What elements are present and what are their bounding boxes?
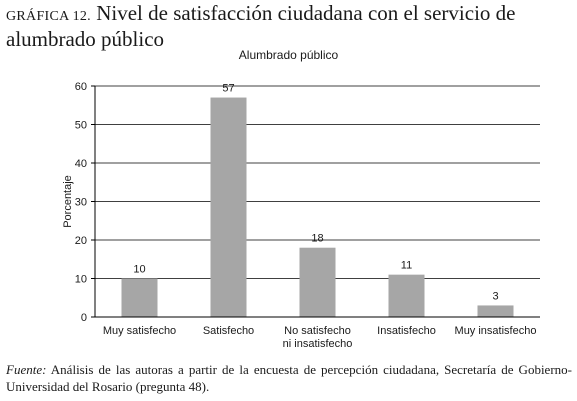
bar (211, 98, 247, 317)
y-tick-label: 50 (75, 120, 87, 132)
bar-chart: 0 10 20 30 40 50 60 Porcentaje 10 Muy satisfecho 5… (0, 0, 577, 360)
x-tick-label: Satisfecho (203, 325, 254, 337)
y-tick-label: 30 (75, 197, 87, 209)
x-tick-label: Insatisfecho (377, 325, 436, 337)
source-note: Fuente: Análisis de las autoras a partir… (6, 361, 572, 395)
bar (300, 248, 336, 317)
data-label: 57 (222, 83, 234, 95)
x-tick-label: Muy satisfecho (103, 325, 176, 337)
y-tick-label: 0 (81, 312, 87, 324)
x-tick-label: No satisfecho ni insatisfecho (283, 325, 353, 350)
data-label: 18 (311, 233, 323, 245)
y-axis-label: Porcentaje (62, 175, 74, 228)
bar (389, 275, 425, 317)
data-label: 10 (133, 264, 145, 276)
y-tick-label: 40 (75, 158, 87, 170)
y-tick-label: 10 (75, 274, 87, 286)
source-note-label: Fuente: (6, 362, 46, 377)
bar (478, 305, 514, 317)
data-label: 3 (492, 290, 498, 302)
x-tick-label: Muy insatisfecho (455, 325, 537, 337)
data-label: 11 (401, 260, 412, 272)
y-tick-label: 20 (75, 235, 87, 247)
y-tick-label: 60 (75, 81, 87, 93)
bar (122, 279, 158, 318)
source-note-text: Análisis de las autoras a partir de la e… (6, 362, 572, 394)
